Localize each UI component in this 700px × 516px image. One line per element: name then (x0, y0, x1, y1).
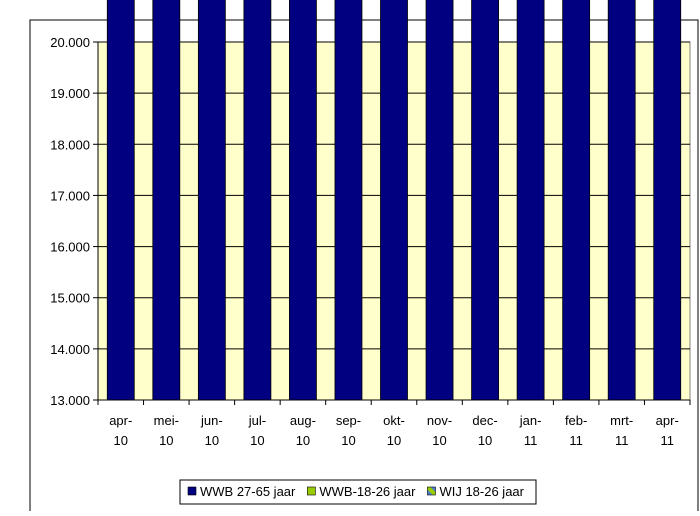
y-tick-label: 18.000 (50, 137, 90, 152)
bar-segment (516, 0, 545, 401)
x-tick-label: okt-10 (383, 413, 405, 448)
x-tick-label: nov-10 (427, 413, 452, 448)
bar-segment (653, 0, 682, 401)
x-tick-label: feb-11 (565, 413, 587, 448)
x-tick-label: jan-11 (519, 413, 542, 448)
y-tick-label: 20.000 (50, 35, 90, 50)
y-tick-label: 15.000 (50, 291, 90, 306)
bar-segment (425, 0, 454, 401)
y-tick-label: 17.000 (50, 188, 90, 203)
bar-segment (243, 0, 272, 401)
x-tick-label: jun-10 (200, 413, 223, 448)
legend-swatch (307, 486, 316, 496)
legend (179, 479, 537, 505)
bar-segment (106, 0, 135, 401)
y-tick-label: 13.000 (50, 393, 90, 408)
x-tick-label: mrt-11 (610, 413, 633, 448)
y-tick-label: 19.000 (50, 86, 90, 101)
y-tick-label: 14.000 (50, 342, 90, 357)
legend-label: WWB 27-65 jaar (200, 484, 296, 499)
x-tick-label: aug-10 (290, 413, 316, 448)
bar-segment (471, 0, 499, 401)
x-tick-label: apr-10 (109, 413, 132, 448)
y-tick-label: 16.000 (50, 240, 90, 255)
x-tick-label: dec-10 (472, 413, 497, 448)
legend-label: WIJ 18-26 jaar (439, 484, 524, 499)
bar-segment (607, 0, 636, 401)
legend-swatch (427, 486, 436, 496)
x-tick-label: sep-10 (336, 413, 361, 448)
legend-swatch (187, 486, 197, 496)
x-tick-label: mei-10 (154, 413, 179, 448)
legend-label: WWB-18-26 jaar (319, 484, 416, 499)
bar-segment (562, 0, 591, 401)
bar-segment (380, 0, 408, 401)
bar-segment (289, 0, 317, 401)
x-tick-label: jul-10 (248, 413, 266, 448)
bar-segment (334, 0, 363, 401)
bar-segment (152, 0, 181, 401)
bar-segment (197, 0, 226, 401)
x-tick-label: apr-11 (656, 413, 679, 448)
